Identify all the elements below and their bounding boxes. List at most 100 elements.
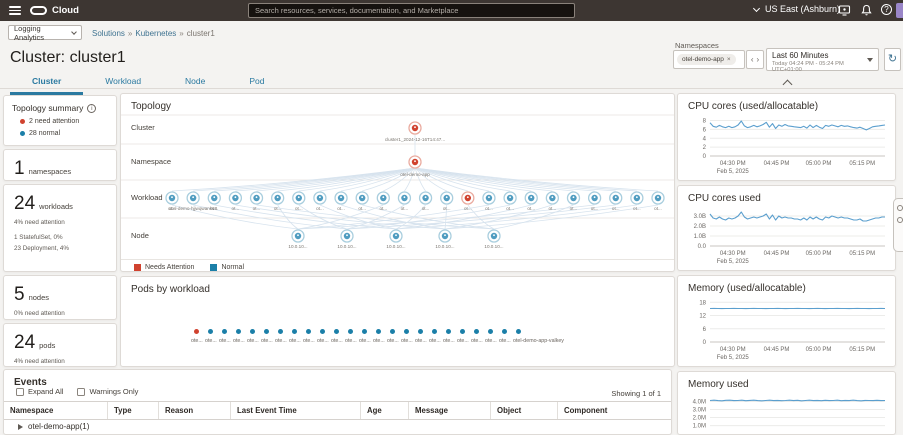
announcements-icon[interactable] <box>838 4 851 17</box>
cpu-cores-used-chart-panel: CPU cores used 3.0B 2.0B 1.0B 0.0 04:30 PM Fe… <box>677 185 896 271</box>
topology-node-workload[interactable] <box>418 191 433 205</box>
pod-status-dot[interactable] <box>194 329 199 334</box>
events-column-last-event-time[interactable]: Last Event Time <box>231 402 361 419</box>
pod-status-dot[interactable] <box>432 329 437 334</box>
pod-status-dot[interactable] <box>292 329 297 334</box>
search-input[interactable] <box>248 3 575 18</box>
user-avatar[interactable] <box>896 3 903 18</box>
topology-node-workload[interactable] <box>461 191 475 205</box>
pod-status-dot[interactable] <box>236 329 241 334</box>
pod-status-dot[interactable] <box>264 329 269 334</box>
topology-node-workload[interactable] <box>651 191 665 205</box>
pods-count-card[interactable]: 24 pods 4% need attention <box>3 323 117 367</box>
topology-node-workload[interactable] <box>566 191 581 205</box>
side-panel-handle[interactable] <box>893 198 903 252</box>
service-selector[interactable]: Logging Analytics <box>8 24 82 42</box>
pod-status-dot[interactable] <box>278 329 283 334</box>
topology-panel: Topology cluster1_2024-12-16T14:47... ote… <box>120 93 675 272</box>
pod-status-dot[interactable] <box>516 329 521 334</box>
topology-node-workload[interactable] <box>207 191 221 205</box>
events-column-type[interactable]: Type <box>108 402 159 419</box>
topology-node-workload[interactable] <box>249 191 264 205</box>
topology-node-node[interactable] <box>291 229 305 243</box>
namespaces-filter[interactable]: otel-demo-app × <box>673 50 745 69</box>
hamburger-menu-icon[interactable] <box>9 6 21 15</box>
topology-node-workload[interactable] <box>186 191 200 205</box>
chip-remove-icon[interactable]: × <box>726 56 731 63</box>
events-row-otel-demo-app[interactable]: otel-demo-app(1) <box>4 418 671 434</box>
topology-node-workload[interactable] <box>545 191 559 205</box>
pod-status-dot[interactable] <box>362 329 367 334</box>
pod-status-dot[interactable] <box>376 329 381 334</box>
collapse-filters-chevron[interactable] <box>780 79 794 90</box>
pod-status-dot[interactable] <box>334 329 339 334</box>
tab-pod[interactable]: Pod <box>249 76 265 86</box>
page-title: Cluster: cluster1 <box>10 49 126 66</box>
pod-status-dot[interactable] <box>208 329 213 334</box>
pod-status-dot[interactable] <box>488 329 493 334</box>
events-column-message[interactable]: Message <box>409 402 491 419</box>
pod-status-dot[interactable] <box>348 329 353 334</box>
topology-node-workload[interactable] <box>397 191 412 205</box>
events-column-object[interactable]: Object <box>491 402 558 419</box>
topology-node-node[interactable] <box>438 229 452 243</box>
topology-node-workload[interactable] <box>587 191 602 205</box>
breadcrumb-kubernetes[interactable]: Kubernetes <box>135 29 177 38</box>
events-column-reason[interactable]: Reason <box>159 402 231 419</box>
topology-node-workload[interactable] <box>271 191 285 205</box>
topology-node-workload[interactable] <box>165 191 179 205</box>
help-icon[interactable]: ? <box>881 4 892 15</box>
pod-status-dot[interactable] <box>306 329 311 334</box>
row-expand-caret-icon[interactable] <box>18 423 23 430</box>
topology-node-workload[interactable] <box>292 191 306 205</box>
pod-status-dot[interactable] <box>404 329 409 334</box>
topology-node-workload[interactable] <box>228 191 243 205</box>
tab-cluster[interactable]: Cluster <box>10 73 84 95</box>
topology-node-workload[interactable] <box>355 191 369 205</box>
events-column-namespace[interactable]: Namespace <box>4 402 108 419</box>
topology-node-workload[interactable] <box>440 191 454 205</box>
warnings-only-checkbox[interactable]: Warnings Only <box>77 387 138 396</box>
pod-status-dot[interactable] <box>390 329 395 334</box>
pod-status-dot[interactable] <box>250 329 255 334</box>
topology-node-workload[interactable] <box>334 191 348 205</box>
refresh-button[interactable]: ↻ <box>884 48 901 71</box>
region-selector[interactable]: US East (Ashburn) <box>752 4 840 14</box>
topology-node-node[interactable] <box>340 229 354 243</box>
pod-status-dot[interactable] <box>446 329 451 334</box>
topology-node-workload[interactable] <box>630 191 644 205</box>
breadcrumb-solutions[interactable]: Solutions <box>92 29 125 38</box>
time-range-picker[interactable]: Last 60 Minutes Today 04:24 PM - 05:24 P… <box>766 48 879 73</box>
topology-node-workload[interactable] <box>609 191 623 205</box>
pod-status-dot[interactable] <box>320 329 325 334</box>
pod-status-dot[interactable] <box>418 329 423 334</box>
nodes-count-card[interactable]: 5 nodes 0% need attention <box>3 275 117 320</box>
notifications-bell-icon[interactable] <box>860 4 873 17</box>
tab-node[interactable]: Node <box>185 76 206 86</box>
pod-status-dot[interactable] <box>474 329 479 334</box>
topology-node-node[interactable] <box>389 229 403 243</box>
topology-node-workload[interactable] <box>313 191 327 205</box>
topology-node-workload[interactable] <box>482 191 496 205</box>
topology-graph[interactable]: cluster1_2024-12-16T14:47... otel-demo-ap… <box>121 94 674 254</box>
namespaces-count-card[interactable]: 1 namespaces <box>3 149 117 181</box>
expand-all-checkbox[interactable]: Expand All <box>16 387 63 396</box>
topology-node-workload[interactable] <box>376 191 390 205</box>
namespace-pager[interactable]: ‹ › <box>746 50 764 69</box>
pod-workload-label: ote... <box>471 338 483 344</box>
topology-node-cluster[interactable] <box>408 121 422 135</box>
workloads-count-card[interactable]: 24 workloads 4% need attention 1 Stateful… <box>3 184 117 272</box>
topology-node-workload[interactable] <box>503 191 517 205</box>
info-icon[interactable]: i <box>87 103 97 113</box>
oracle-logo-icon[interactable] <box>30 6 47 15</box>
tab-workload[interactable]: Workload <box>105 76 142 86</box>
topology-node-namespace[interactable] <box>408 155 422 169</box>
events-column-component[interactable]: Component <box>564 406 608 415</box>
events-column-age[interactable]: Age <box>361 402 409 419</box>
pod-status-dot[interactable] <box>460 329 465 334</box>
pod-status-dot[interactable] <box>222 329 227 334</box>
topology-node-node[interactable] <box>487 229 501 243</box>
pod-status-dot[interactable] <box>502 329 507 334</box>
topology-node-workload[interactable] <box>524 191 538 205</box>
namespace-chip[interactable]: otel-demo-app × <box>677 54 736 65</box>
